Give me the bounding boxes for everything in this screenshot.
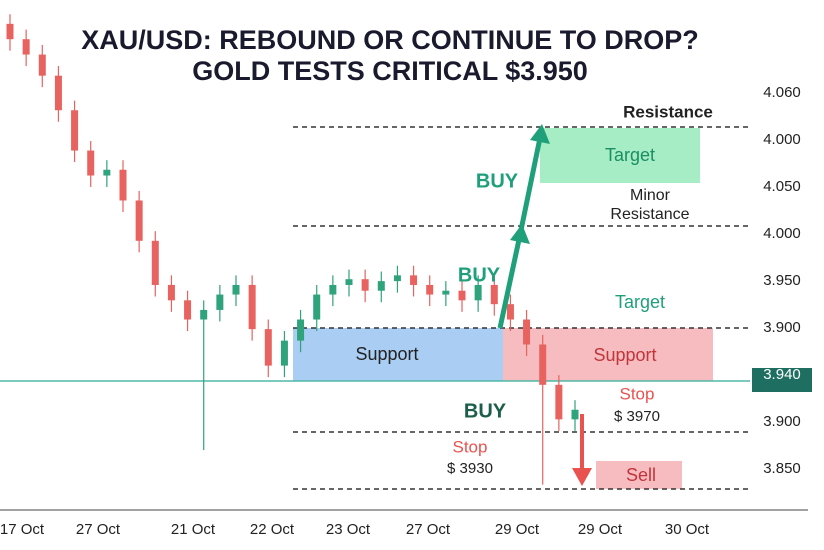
annotation: Target [605, 145, 655, 165]
candle-body [264, 329, 272, 366]
x-tick-label: 17 Oct [0, 521, 45, 538]
annotation: BUY [476, 170, 519, 192]
y-tick-label: 4.000 [763, 225, 801, 242]
sell-zone [596, 461, 682, 489]
candle-body [361, 279, 369, 291]
annotation: BUY [464, 400, 507, 422]
candle-body [6, 23, 14, 40]
candle-body [216, 294, 224, 310]
x-tick-label: 23 Oct [326, 521, 371, 538]
target-zone [540, 128, 700, 183]
candle-body [200, 309, 208, 320]
x-axis: 17 Oct 27 Oct 21 Oct 22 Oct 23 Oct 27 Oct 29 O… [0, 521, 710, 538]
annotation: $ 3930 [447, 460, 493, 477]
annotation: Stop [620, 384, 655, 403]
arrowhead [572, 468, 592, 486]
x-tick-label: 29 Oct [495, 521, 540, 538]
annotation: BUY [458, 264, 501, 286]
x-tick-label: 29 Oct [578, 521, 623, 538]
candle-body [458, 290, 466, 301]
candle-body [345, 279, 353, 285]
y-tick-label: 3.900 [763, 319, 801, 336]
candle-body [87, 150, 95, 176]
candle-body [184, 300, 192, 320]
candle-body [539, 344, 547, 385]
y-tick-label: 3.940 [763, 366, 801, 383]
y-tick-label: 4.050 [763, 178, 801, 195]
x-tick-label: 27 Oct [406, 521, 451, 538]
candle-body [571, 409, 579, 420]
candle-body [232, 284, 240, 295]
candle-body [297, 319, 305, 341]
y-axis: 4.060 4.000 4.050 4.000 3.950 3.900 3.940 3.900… [763, 84, 801, 477]
support-zone-red [503, 328, 713, 381]
candle-body [426, 284, 434, 295]
candle-body [329, 284, 337, 295]
candles [6, 14, 579, 485]
x-tick-label: 30 Oct [665, 521, 710, 538]
candle-body [555, 384, 563, 420]
candle-body [442, 290, 450, 295]
candle-body [474, 284, 482, 301]
arrowhead [530, 124, 550, 144]
annotation: Sell [626, 465, 656, 485]
chart-title: GOLD TESTS CRITICAL $3.950 [192, 56, 588, 86]
y-tick-label: 3.950 [763, 272, 801, 289]
candle-body [377, 281, 385, 291]
candle-body [71, 110, 79, 151]
annotation: Support [593, 345, 656, 365]
candle-body [490, 284, 498, 305]
x-tick-label: 27 Oct [76, 521, 121, 538]
candle-body [280, 340, 288, 366]
x-tick-label: 21 Oct [171, 521, 216, 538]
candle-body [167, 284, 175, 301]
support-zone [293, 328, 503, 381]
candle-body [393, 275, 401, 282]
y-tick-label: 3.850 [763, 460, 801, 477]
candle-body [506, 304, 514, 320]
candle-body [103, 169, 111, 176]
annotation: Target [615, 292, 665, 312]
annotation: Resistance [610, 206, 689, 223]
price-badge [752, 368, 812, 392]
candle-body [410, 275, 418, 285]
candle-body [54, 75, 62, 111]
candle-body [135, 200, 143, 241]
annotation: Resistance [623, 102, 713, 121]
candle-body [151, 240, 159, 285]
x-tick-label: 22 Oct [250, 521, 295, 538]
annotation: Minor [630, 187, 671, 204]
annotation: $ 3970 [614, 408, 660, 425]
candle-body [313, 294, 321, 320]
y-tick-label: 4.060 [763, 84, 801, 101]
candle-body [119, 169, 127, 201]
candle-body [22, 39, 30, 55]
arrowhead [510, 224, 530, 244]
y-tick-label: 3.900 [763, 413, 801, 430]
annotation: Stop [453, 437, 488, 456]
y-tick-label: 4.000 [763, 131, 801, 148]
candle-body [248, 284, 256, 330]
annotation: Support [355, 344, 418, 364]
candle-body [523, 319, 531, 345]
chart-title: XAU/USD: REBOUND OR CONTINUE TO DROP? [81, 25, 699, 55]
candle-body [38, 54, 46, 76]
